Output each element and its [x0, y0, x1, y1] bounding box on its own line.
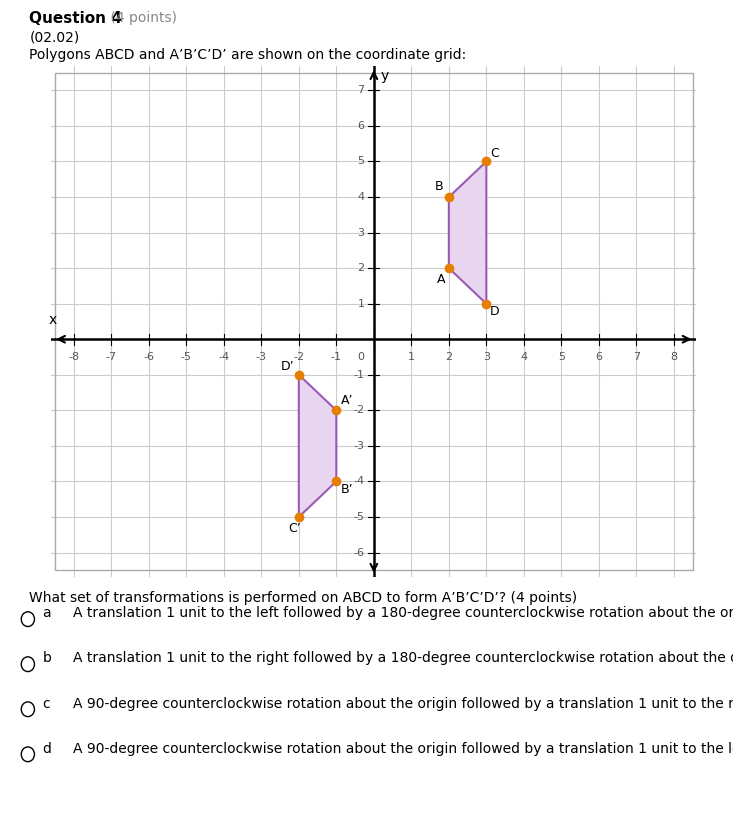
Polygon shape	[449, 161, 486, 304]
Text: d: d	[43, 741, 51, 756]
Text: Polygons ABCD and A’B’C’D’ are shown on the coordinate grid:: Polygons ABCD and A’B’C’D’ are shown on …	[29, 48, 467, 61]
Text: -2: -2	[293, 351, 304, 362]
Text: 5: 5	[358, 156, 364, 166]
Text: -7: -7	[106, 351, 117, 362]
Text: b: b	[43, 651, 51, 666]
Text: A: A	[437, 274, 445, 287]
Text: What set of transformations is performed on ABCD to form A’B’C’D’? (4 points): What set of transformations is performed…	[29, 591, 578, 605]
Text: 6: 6	[358, 121, 364, 131]
Text: A 90-degree counterclockwise rotation about the origin followed by a translation: A 90-degree counterclockwise rotation ab…	[73, 696, 733, 711]
Text: c: c	[43, 696, 50, 711]
Text: B’: B’	[341, 483, 353, 496]
Text: -3: -3	[256, 351, 267, 362]
Text: -5: -5	[181, 351, 192, 362]
Text: 3: 3	[483, 351, 490, 362]
Text: -1: -1	[331, 351, 342, 362]
Text: C’: C’	[289, 523, 301, 536]
Text: -3: -3	[353, 441, 364, 451]
Text: 1: 1	[358, 299, 364, 309]
Text: (02.02): (02.02)	[29, 30, 80, 44]
Text: 4: 4	[520, 351, 528, 362]
Text: -2: -2	[353, 405, 364, 415]
Text: Question 4: Question 4	[29, 11, 122, 25]
Text: A translation 1 unit to the left followed by a 180-degree counterclockwise rotat: A translation 1 unit to the left followe…	[73, 606, 733, 621]
Text: 1: 1	[408, 351, 415, 362]
Text: 0: 0	[358, 351, 364, 362]
Text: -1: -1	[353, 369, 364, 380]
Text: 7: 7	[357, 85, 364, 95]
Text: B: B	[435, 180, 443, 193]
Text: x: x	[49, 313, 57, 327]
Text: -5: -5	[353, 512, 364, 522]
Text: 2: 2	[357, 263, 364, 274]
Text: D’: D’	[281, 360, 295, 373]
Text: 7: 7	[633, 351, 640, 362]
Text: -4: -4	[218, 351, 229, 362]
Text: C: C	[490, 147, 499, 160]
Text: -4: -4	[353, 477, 364, 486]
Polygon shape	[299, 375, 336, 517]
Text: A translation 1 unit to the right followed by a 180-degree counterclockwise rota: A translation 1 unit to the right follow…	[73, 651, 733, 666]
Text: (4 points): (4 points)	[106, 11, 177, 25]
Text: y: y	[380, 69, 388, 83]
Text: 2: 2	[445, 351, 452, 362]
Text: 5: 5	[558, 351, 565, 362]
Text: 4: 4	[357, 192, 364, 202]
Text: D: D	[490, 305, 500, 319]
Text: 3: 3	[358, 228, 364, 238]
Text: -6: -6	[144, 351, 155, 362]
Text: A 90-degree counterclockwise rotation about the origin followed by a translation: A 90-degree counterclockwise rotation ab…	[73, 741, 733, 756]
Text: 6: 6	[595, 351, 603, 362]
Text: -6: -6	[353, 548, 364, 558]
Text: a: a	[43, 606, 51, 621]
Text: 8: 8	[670, 351, 677, 362]
Text: -8: -8	[68, 351, 79, 362]
Text: A’: A’	[341, 394, 353, 407]
